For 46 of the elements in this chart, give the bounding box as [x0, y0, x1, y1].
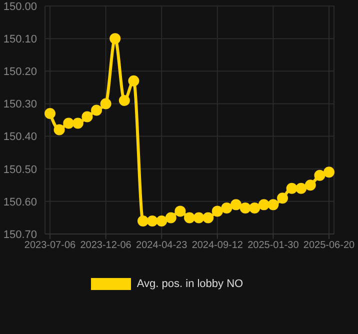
point: [184, 212, 195, 224]
point: [110, 33, 121, 44]
point: [82, 111, 93, 122]
y-tick-label: 150.30: [3, 98, 37, 111]
y-tick-label: 150.50: [3, 164, 37, 176]
x-tick-label: 2024-09-12: [192, 240, 244, 252]
point: [100, 98, 112, 110]
legend-label: Avg. pos. in lobby NO: [136, 278, 244, 290]
point: [324, 166, 334, 178]
y-tick-label: 150.00: [3, 0, 37, 13]
point: [174, 206, 186, 217]
y-tick-label: 150.60: [3, 196, 37, 208]
point: [249, 202, 260, 214]
point: [118, 94, 130, 106]
point: [146, 215, 158, 226]
point: [138, 215, 148, 226]
x-tick-label: 2023-12-06: [80, 240, 132, 252]
y-tick-label: 150.10: [3, 33, 37, 46]
point: [44, 108, 56, 119]
y-tick-label: 150.70: [3, 228, 37, 241]
point: [268, 199, 279, 210]
point: [202, 212, 214, 224]
point: [212, 206, 223, 217]
point: [221, 202, 232, 214]
point: [296, 182, 307, 194]
point: [63, 118, 74, 129]
x-tick-label: 2024-04-23: [136, 240, 188, 252]
point: [240, 202, 251, 214]
x-tick-label: 2025-06-20: [303, 240, 356, 252]
point: [258, 199, 270, 210]
y-tick-label: 150.40: [3, 131, 37, 144]
point: [72, 118, 84, 129]
point: [193, 212, 204, 224]
x-tick-label: 2023-07-06: [24, 240, 76, 252]
y-tick-label: 150.20: [3, 66, 37, 78]
x-tick-label: 2025-01-30: [248, 240, 300, 252]
point: [314, 170, 326, 181]
point: [54, 124, 65, 136]
point: [128, 75, 140, 86]
point: [230, 199, 242, 210]
point: [304, 180, 316, 191]
point: [91, 104, 102, 116]
point: [165, 212, 176, 224]
point: [156, 215, 168, 226]
point: [277, 192, 288, 204]
point: [286, 182, 298, 194]
